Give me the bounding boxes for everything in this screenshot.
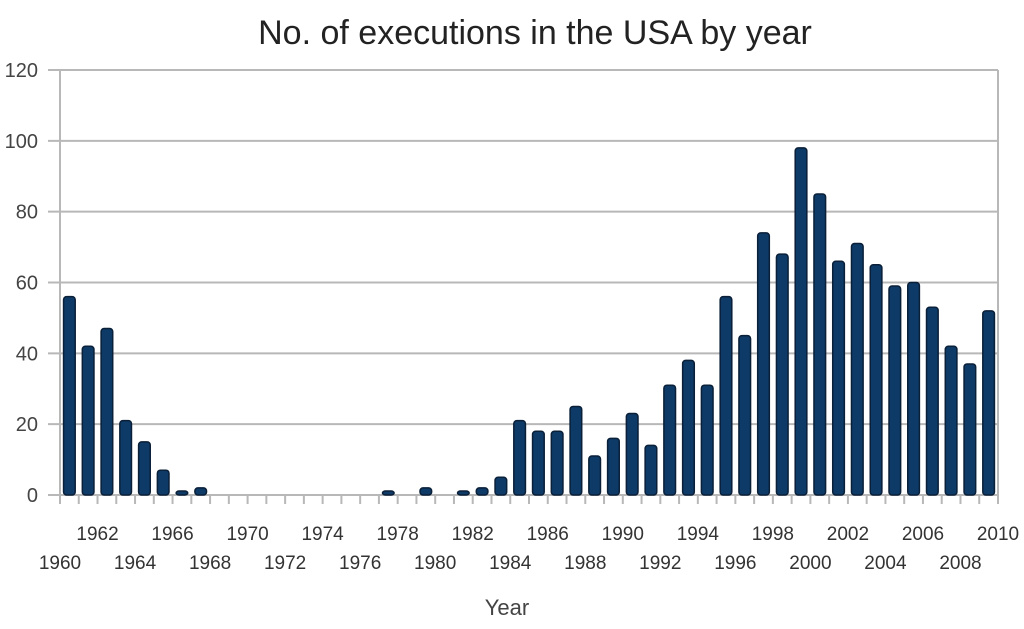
x-tick-label: 1962 <box>76 524 118 545</box>
x-tick-label: 1974 <box>301 524 344 545</box>
bar-1962 <box>100 327 114 496</box>
x-tick-label: 2008 <box>939 553 981 574</box>
bar-1998 <box>775 253 789 496</box>
bar-1964 <box>137 441 151 496</box>
y-tick-label: 40 <box>16 343 38 365</box>
bar-2003 <box>869 264 883 496</box>
x-axis-ticks: 1962 1966 1970 1974 1978 1982 1986 1990 1994 1998… <box>39 495 1019 574</box>
x-tick-label: 2002 <box>827 524 869 545</box>
bar-1995 <box>719 295 733 496</box>
x-tick-label: 1978 <box>377 524 419 545</box>
bar-1967 <box>194 487 208 496</box>
bar-2007 <box>944 345 958 496</box>
x-tick-label: 1980 <box>414 553 456 574</box>
y-tick-label: 100 <box>5 131 38 153</box>
y-tick-label: 80 <box>16 202 38 224</box>
bar-1992 <box>663 384 677 496</box>
bar-1983 <box>494 476 508 496</box>
y-tick-label: 120 <box>5 60 38 82</box>
bar-1994 <box>700 384 714 496</box>
x-tick-label: 1998 <box>752 524 794 545</box>
bar-1966 <box>175 490 189 496</box>
y-tick-label: 0 <box>27 485 38 507</box>
bar-1989 <box>606 437 620 496</box>
bar-1981 <box>456 490 470 496</box>
x-tick-label: 2004 <box>864 553 907 574</box>
x-tick-label: 1996 <box>714 553 756 574</box>
x-tick-label: 1964 <box>114 553 157 574</box>
bar-1987 <box>569 405 583 496</box>
x-tick-label: 1992 <box>639 553 681 574</box>
x-tick-label: 1988 <box>564 553 606 574</box>
bar-1984 <box>513 419 527 496</box>
bar-2006 <box>925 306 939 496</box>
y-axis-ticks: 0 20 40 60 80 100 120 <box>5 60 38 507</box>
x-tick-label: 1994 <box>677 524 720 545</box>
gridlines <box>48 69 999 496</box>
bar-2004 <box>888 285 902 496</box>
x-tick-label: 1976 <box>339 553 381 574</box>
x-tick-label: 1986 <box>527 524 569 545</box>
bar-1965 <box>156 469 170 496</box>
x-tick-label: 1982 <box>452 524 494 545</box>
bar-2005 <box>907 281 921 496</box>
x-tick-label: 1990 <box>602 524 644 545</box>
bar-1960 <box>62 295 76 496</box>
bar-1988 <box>588 455 602 496</box>
bar-1993 <box>681 359 696 496</box>
x-tick-label: 1960 <box>39 553 81 574</box>
bar-1985 <box>531 430 545 496</box>
bar-1963 <box>119 419 133 496</box>
bar-1961 <box>81 345 95 496</box>
bar-1990 <box>625 412 639 496</box>
y-tick-label: 60 <box>16 273 38 295</box>
bar-1996 <box>738 334 752 496</box>
x-tick-label: 1968 <box>189 553 231 574</box>
x-tick-label: 1970 <box>226 524 268 545</box>
x-tick-label: 1966 <box>151 524 193 545</box>
bar-2002 <box>850 242 864 496</box>
x-axis-label: Year <box>485 595 529 620</box>
bar-1997 <box>756 232 771 496</box>
bar-1977 <box>381 490 395 496</box>
bar-2001 <box>831 260 846 496</box>
y-tick-label: 20 <box>16 414 38 436</box>
x-tick-label: 1984 <box>489 553 532 574</box>
bar-1999 <box>794 147 808 496</box>
x-tick-label: 1972 <box>264 553 306 574</box>
x-tick-label: 2006 <box>902 524 944 545</box>
bars <box>62 147 996 496</box>
bar-1979 <box>419 487 433 496</box>
bar-1986 <box>550 430 564 496</box>
x-tick-label: 2010 <box>977 524 1019 545</box>
bar-2000 <box>813 193 827 496</box>
bar-1982 <box>475 487 489 496</box>
bar-2008 <box>963 363 977 496</box>
bar-2009 <box>982 310 996 496</box>
x-tick-label: 2000 <box>789 553 831 574</box>
chart-title: No. of executions in the USA by year <box>258 14 812 52</box>
bar-1991 <box>644 444 658 496</box>
